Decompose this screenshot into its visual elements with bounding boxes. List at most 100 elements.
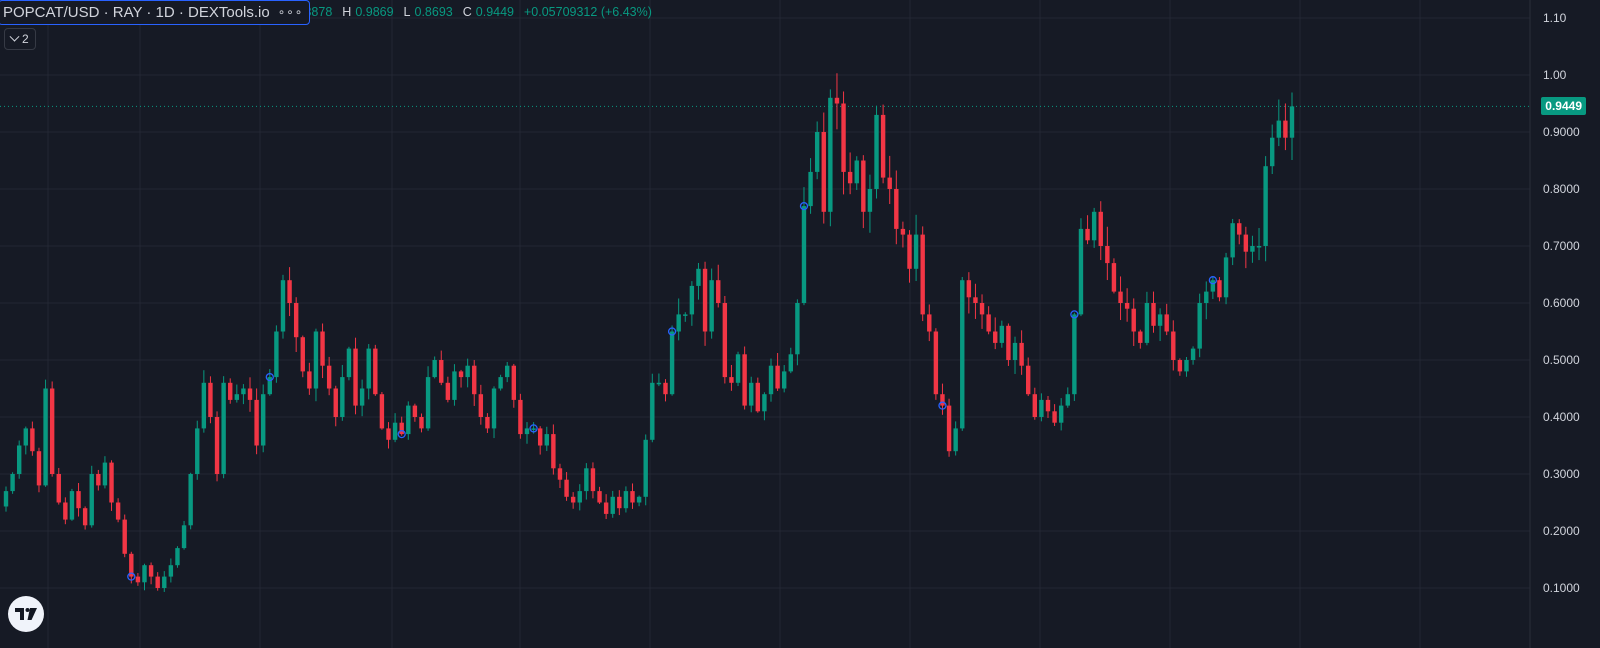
candle-body xyxy=(861,160,866,212)
candle-body xyxy=(498,377,503,389)
candle-body xyxy=(432,360,437,378)
candle-body xyxy=(261,394,266,446)
price-axis[interactable]: 1.10 1.00 0.9000 0.8000 0.7000 0.6000 0.5000 0.… xyxy=(1543,11,1580,595)
candle-body xyxy=(808,171,813,207)
indicator-count: 2 xyxy=(22,32,29,46)
candle-body xyxy=(729,377,734,383)
candle-body xyxy=(577,491,582,503)
candle-body xyxy=(234,394,240,400)
indicator-marker xyxy=(667,327,677,336)
candle-body xyxy=(63,502,68,520)
markers-layer xyxy=(127,201,1218,581)
grid-layer xyxy=(0,0,1530,648)
candle-body xyxy=(333,388,338,417)
candle-body xyxy=(313,331,319,389)
candle-body xyxy=(1157,314,1163,326)
symbol-title[interactable]: POPCAT/USD · RAY · 1D · DEXTools.io xyxy=(3,3,270,21)
candle-body xyxy=(920,234,925,315)
high-label: H xyxy=(342,5,352,19)
last-price-tag: 0.9449 xyxy=(1541,97,1586,116)
candle-body xyxy=(557,468,563,480)
candle-body xyxy=(122,519,127,554)
candle-body xyxy=(1098,211,1103,246)
candle-body xyxy=(735,354,741,383)
candle-body xyxy=(274,331,279,378)
candle-body xyxy=(999,325,1005,343)
candle-body xyxy=(287,280,292,303)
candle-body xyxy=(1118,291,1123,303)
candle-body xyxy=(1052,411,1057,423)
candle-body xyxy=(412,405,418,417)
candle-body xyxy=(228,382,233,400)
candle-body xyxy=(511,365,517,400)
candle-body xyxy=(524,428,530,435)
candle-body xyxy=(874,114,879,189)
candle-body xyxy=(320,331,325,366)
candle-body xyxy=(867,189,873,212)
indicator-marker xyxy=(397,429,406,439)
candle-body xyxy=(960,280,965,429)
candle-body xyxy=(749,382,754,406)
candle-body xyxy=(392,422,398,440)
candle-body xyxy=(425,377,431,429)
low-value: 0.8693 xyxy=(414,5,453,19)
candle-body xyxy=(1032,394,1037,417)
candle-body xyxy=(214,417,220,474)
candle-body xyxy=(181,525,187,549)
candle-body xyxy=(49,388,55,474)
candle-body xyxy=(1072,314,1077,395)
candle-body xyxy=(1144,303,1150,343)
low-label: L xyxy=(403,5,411,19)
candle-body xyxy=(781,371,787,389)
candle-body xyxy=(801,206,807,303)
candle-body xyxy=(1045,399,1051,412)
candle-body xyxy=(465,365,470,378)
candle-body xyxy=(1237,223,1242,235)
candle-body xyxy=(907,234,912,269)
candle-body xyxy=(913,234,919,269)
candle-body xyxy=(386,428,391,440)
candle-body xyxy=(1190,348,1196,360)
candle-body xyxy=(709,280,714,332)
candle-body xyxy=(834,97,840,104)
candle-body xyxy=(491,388,497,429)
candle-body xyxy=(201,382,207,429)
collapse-indicators-button[interactable]: 2 xyxy=(4,28,36,50)
candle-body xyxy=(1283,120,1288,138)
tradingview-logo-icon[interactable] xyxy=(8,596,44,632)
candle-body xyxy=(788,354,793,372)
indicator-marker xyxy=(799,201,809,211)
candle-body xyxy=(1289,106,1295,138)
price-axis-tick-label: 0.4000 xyxy=(1543,410,1580,424)
price-axis-tick-label: 0.9000 xyxy=(1543,125,1580,139)
high-value: 0.9869 xyxy=(355,5,394,19)
indicator-marker xyxy=(1070,310,1079,319)
candle-body xyxy=(1164,314,1169,332)
more-options-icon[interactable]: ∘∘∘ xyxy=(277,5,304,19)
candle-body xyxy=(551,434,556,469)
candle-body xyxy=(656,382,662,385)
chart-legend: POPCAT/USD · RAY · 1D · DEXTools.io ∘∘∘ … xyxy=(0,0,652,25)
candle-body xyxy=(254,399,259,446)
candle-body xyxy=(102,462,108,486)
indicator-marker xyxy=(127,572,136,581)
candle-body xyxy=(36,451,42,486)
candle-body xyxy=(1197,303,1202,349)
price-axis-tick-label: 0.7000 xyxy=(1543,239,1580,253)
candle-body xyxy=(1243,234,1249,252)
symbol-info[interactable]: POPCAT/USD · RAY · 1D · DEXTools.io ∘∘∘ xyxy=(0,0,311,25)
candle-body xyxy=(880,114,886,178)
candle-body xyxy=(663,382,668,395)
candle-body xyxy=(162,576,167,588)
candle-body xyxy=(280,280,286,332)
candle-body xyxy=(485,417,490,429)
open-value-fragment: 3878 xyxy=(306,5,333,19)
indicator-marker xyxy=(1208,276,1218,285)
candle-body xyxy=(584,468,589,492)
candle-body xyxy=(366,348,371,389)
candle-body xyxy=(1065,394,1070,406)
candle-body xyxy=(894,189,899,229)
candles-layer xyxy=(3,73,1295,592)
candle-body xyxy=(472,365,477,395)
